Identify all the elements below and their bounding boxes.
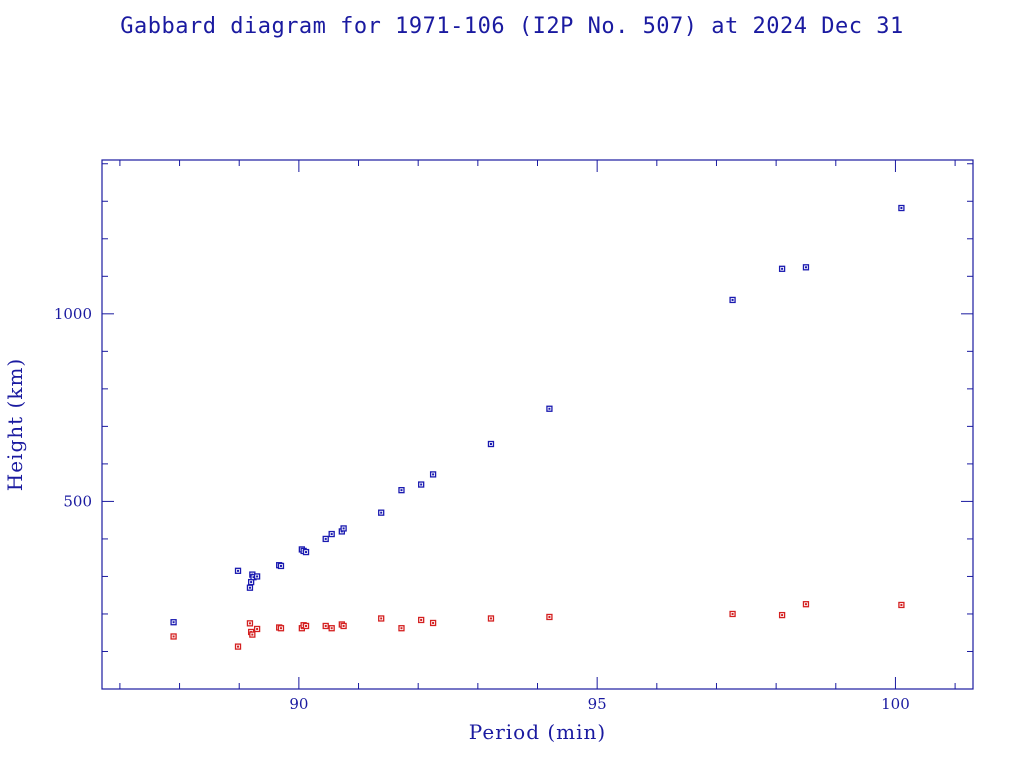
data-point-dot [900,207,903,210]
x-tick-label: 100 [881,695,910,713]
data-point-dot [305,624,308,627]
data-point-dot [330,627,333,630]
data-point-dot [900,603,903,606]
axis-ticks [102,160,973,689]
data-point-dot [400,489,403,492]
y-axis-title: Height (km) [3,358,27,491]
data-point-dot [324,537,327,540]
data-point-dot [731,612,734,615]
data-point-dot [330,533,333,536]
x-axis-title: Period (min) [469,720,606,744]
data-point-dot [237,645,240,648]
data-point-dot [279,627,282,630]
plot-frame [101,159,974,690]
data-point-dot [432,473,435,476]
data-point-dot [172,621,175,624]
data-point-dot [781,614,784,617]
data-point-dot [804,603,807,606]
data-point-dot [731,298,734,301]
data-points [170,204,905,650]
data-point-dot [256,575,259,578]
x-tick-label: 90 [289,695,308,713]
y-tick-label: 1000 [54,305,92,323]
data-point-dot [324,624,327,627]
data-point-dot [252,576,255,579]
data-point-dot [420,618,423,621]
data-point-dot [781,267,784,270]
data-point-dot [248,622,251,625]
data-point-dot [251,633,254,636]
data-point-dot [342,624,345,627]
plot-border [101,159,974,690]
data-point-dot [342,527,345,530]
data-point-dot [305,551,308,554]
data-point-dot [548,615,551,618]
data-point-dot [172,635,175,638]
data-point-dot [380,511,383,514]
data-point-dot [489,443,492,446]
data-point-dot [400,627,403,630]
chart-title: Gabbard diagram for 1971-106 (I2P No. 50… [120,14,904,39]
data-point-dot [248,586,251,589]
data-point-dot [548,407,551,410]
data-point-dot [804,266,807,269]
data-point-dot [279,564,282,567]
data-point-dot [250,581,253,584]
y-tick-label: 500 [63,492,92,510]
data-point-dot [420,483,423,486]
tick-labels: 90 95 100 500 1000 [54,305,910,713]
data-point-dot [256,627,259,630]
data-point-dot [489,617,492,620]
data-point-dot [432,621,435,624]
x-tick-label: 95 [588,695,607,713]
data-point-dot [237,569,240,572]
data-point-dot [380,617,383,620]
